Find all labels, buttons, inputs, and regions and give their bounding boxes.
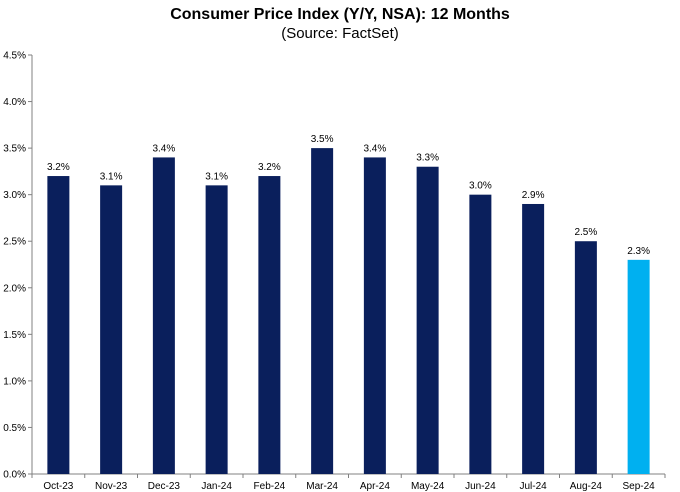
x-tick-label: Feb-24 — [254, 481, 286, 492]
x-tick-label: Dec-23 — [148, 481, 181, 492]
data-label: 3.5% — [311, 134, 334, 145]
y-tick-label: 2.5% — [3, 237, 26, 248]
bar — [363, 157, 386, 474]
bar — [258, 176, 281, 475]
data-label: 2.3% — [627, 246, 650, 257]
y-tick-label: 3.0% — [3, 190, 26, 201]
y-tick-label: 0.5% — [3, 423, 26, 434]
x-tick-label: Sep-24 — [623, 481, 656, 492]
bar — [100, 185, 123, 474]
bar — [416, 166, 439, 474]
chart-subtitle: (Source: FactSet) — [281, 25, 399, 42]
data-label: 3.0% — [469, 181, 492, 192]
y-tick-label: 0.0% — [3, 470, 26, 481]
x-tick-label: Oct-23 — [43, 481, 73, 492]
bar — [574, 241, 597, 474]
x-tick-label: Mar-24 — [306, 481, 338, 492]
x-tick-label: Nov-23 — [95, 481, 128, 492]
bar — [311, 148, 334, 474]
bar — [469, 194, 492, 474]
data-label: 3.1% — [100, 171, 123, 182]
y-tick-label: 4.5% — [3, 51, 26, 62]
bar — [205, 185, 228, 474]
x-tick-label: Apr-24 — [360, 481, 390, 492]
data-label: 3.3% — [416, 153, 439, 164]
bar — [522, 203, 545, 474]
x-tick-label: May-24 — [411, 481, 445, 492]
y-tick-label: 1.5% — [3, 330, 26, 341]
y-tick-label: 4.0% — [3, 97, 26, 108]
data-label: 3.4% — [363, 143, 386, 154]
bar — [152, 157, 175, 474]
data-label: 3.4% — [152, 143, 175, 154]
data-label: 3.2% — [47, 162, 70, 173]
data-label: 3.2% — [258, 162, 281, 173]
x-tick-label: Jun-24 — [465, 481, 496, 492]
y-tick-label: 3.5% — [3, 144, 26, 155]
x-tick-label: Jul-24 — [520, 481, 548, 492]
data-label: 3.1% — [205, 171, 228, 182]
y-tick-label: 2.0% — [3, 283, 26, 294]
data-label: 2.5% — [574, 227, 597, 238]
chart-title: Consumer Price Index (Y/Y, NSA): 12 Mont… — [170, 6, 510, 23]
y-tick-label: 1.0% — [3, 376, 26, 387]
bar — [47, 176, 70, 475]
x-tick-label: Aug-24 — [570, 481, 603, 492]
x-tick-label: Jan-24 — [201, 481, 232, 492]
data-label: 2.9% — [522, 190, 545, 201]
bar — [627, 259, 650, 474]
